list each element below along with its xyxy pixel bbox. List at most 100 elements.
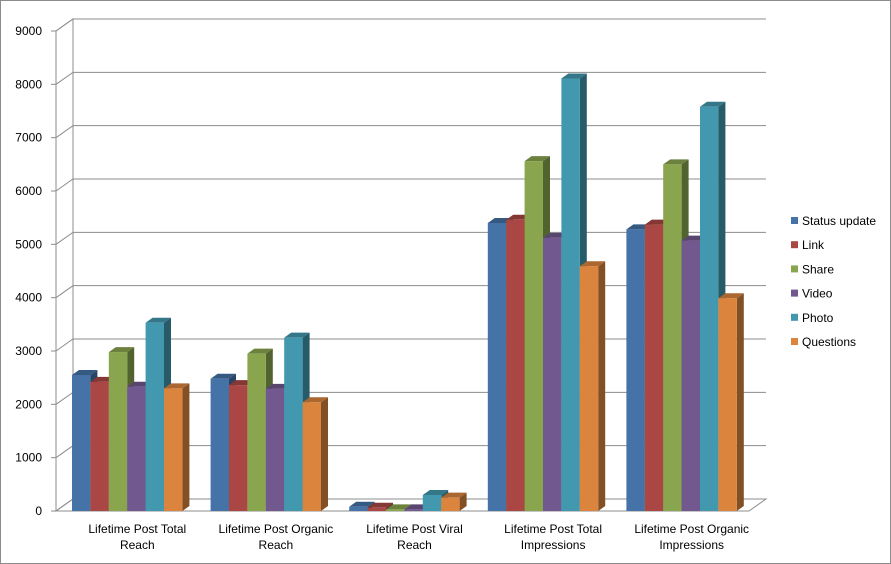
bar-side xyxy=(459,492,467,511)
bars xyxy=(72,73,744,512)
legend-label: Share xyxy=(802,262,834,276)
bar-front xyxy=(579,266,599,511)
legend-swatch xyxy=(791,217,798,224)
bar-top xyxy=(718,293,744,299)
bar-top xyxy=(561,73,587,79)
bar-front xyxy=(644,224,664,511)
bar-front xyxy=(164,388,183,511)
bar-top xyxy=(663,159,689,165)
bar-front xyxy=(386,509,405,511)
x-category-label: Lifetime Post Viral Reach xyxy=(366,522,463,552)
bar-front xyxy=(302,402,321,511)
bar xyxy=(718,293,744,511)
legend-item: Video xyxy=(791,287,833,301)
bar-front xyxy=(487,223,507,511)
bar-top xyxy=(72,370,98,375)
y-tick-label: 3000 xyxy=(15,344,42,358)
bar-front xyxy=(90,381,109,511)
bar-top xyxy=(386,504,412,510)
bar-top xyxy=(164,383,190,389)
y-tick-label: 6000 xyxy=(15,184,42,198)
left-wall xyxy=(55,18,74,512)
bar-top xyxy=(700,101,726,107)
legend-label: Status update xyxy=(802,214,876,228)
bar-front xyxy=(349,506,368,511)
bar-front xyxy=(543,237,562,511)
y-axis-ticks: 0 1000 2000 3000 4000 5000 6000 7000 8000 9000 xyxy=(15,24,56,518)
legend-swatch xyxy=(791,265,798,273)
bar-top xyxy=(524,156,550,162)
x-category-label: Lifetime Post Organic Impressions xyxy=(634,522,749,552)
bar-front xyxy=(681,240,700,511)
bar-top xyxy=(579,261,606,267)
legend-swatch xyxy=(791,289,798,297)
legend-item: Share xyxy=(791,262,834,276)
x-axis-labels: Lifetime Post Total Reach Lifetime Post Or… xyxy=(88,522,749,552)
bar-top xyxy=(349,501,375,507)
x-category-label: Lifetime Post Organic Reach xyxy=(219,522,334,552)
y-tick-label: 5000 xyxy=(15,237,42,251)
bar-front xyxy=(247,353,266,511)
bar-front xyxy=(108,352,128,511)
y-tick-label: 8000 xyxy=(15,77,42,91)
bar-top xyxy=(108,347,135,353)
bar-side xyxy=(321,397,328,511)
legend-swatch xyxy=(791,241,798,249)
bar-top xyxy=(210,373,236,379)
y-tick-label: 7000 xyxy=(15,131,42,145)
bar-front xyxy=(210,378,229,511)
bar-top xyxy=(422,490,449,495)
gridline xyxy=(55,71,766,85)
bar xyxy=(441,492,467,511)
legend-label: Video xyxy=(802,287,833,301)
legend-item: Photo xyxy=(791,311,834,325)
bar-front xyxy=(145,322,164,511)
bar-front xyxy=(700,106,719,511)
legend-label: Questions xyxy=(802,335,856,349)
bar-front xyxy=(367,507,386,511)
bar-top xyxy=(367,502,393,508)
bar-front xyxy=(422,495,442,511)
y-tick-label: 9000 xyxy=(15,24,42,38)
bar-front xyxy=(718,298,737,511)
y-tick-label: 0 xyxy=(35,504,42,518)
bar-front xyxy=(72,375,91,511)
legend-item: Status update xyxy=(791,214,876,228)
bar-side xyxy=(598,261,606,511)
bar-top xyxy=(284,332,310,338)
legend-swatch xyxy=(791,338,798,345)
bar-front xyxy=(127,386,146,511)
gridline xyxy=(55,178,766,192)
legend-item: Link xyxy=(791,238,825,252)
legend-item: Questions xyxy=(791,335,856,349)
x-category-label: Lifetime Post Total Reach xyxy=(88,522,186,552)
y-tick-label: 2000 xyxy=(15,397,42,411)
legend-label: Link xyxy=(802,238,825,252)
bar xyxy=(164,383,190,511)
bar-side xyxy=(736,293,744,511)
bar-top xyxy=(145,317,171,323)
bar-front xyxy=(626,229,645,511)
bar-front xyxy=(506,219,525,512)
bar-front xyxy=(404,509,423,511)
bar xyxy=(302,397,328,511)
gridline xyxy=(55,18,766,32)
bar-front xyxy=(663,164,682,512)
bar-front xyxy=(284,337,303,511)
bar-top xyxy=(302,397,328,403)
gridline xyxy=(55,125,766,139)
bar xyxy=(579,261,606,511)
bar-front xyxy=(561,78,580,511)
legend: Status update Link Share Video Photo Question… xyxy=(791,214,876,349)
bar-front xyxy=(265,388,285,511)
bar-front xyxy=(441,497,460,511)
legend-swatch xyxy=(791,313,798,321)
bar-front xyxy=(524,161,543,511)
bar-front xyxy=(229,385,248,511)
y-tick-label: 4000 xyxy=(15,291,42,305)
y-tick-label: 1000 xyxy=(15,451,42,465)
bar-side xyxy=(182,383,190,511)
legend-label: Photo xyxy=(802,311,834,325)
